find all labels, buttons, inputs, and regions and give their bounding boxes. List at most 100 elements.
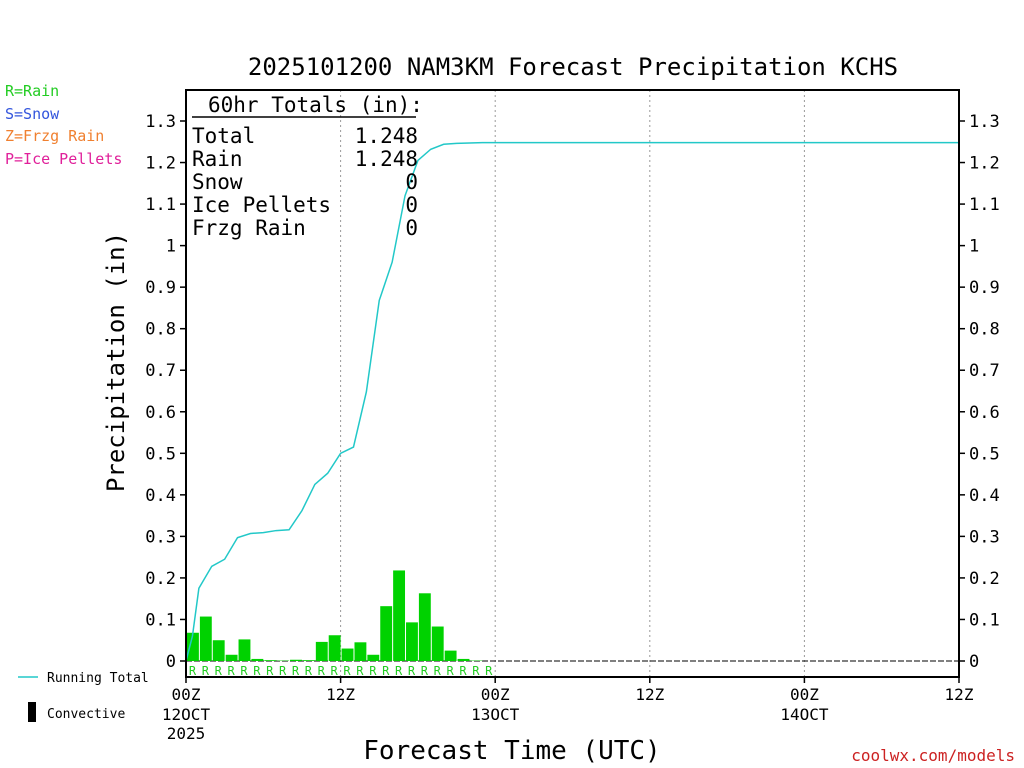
series-legend: Running Total Convective: [18, 671, 149, 722]
x-tick-year-0: 2025: [167, 724, 206, 743]
type-label-hour-4: R: [240, 664, 248, 678]
type-label-hour-21: R: [459, 664, 467, 678]
type-label-hour-8: R: [292, 664, 300, 678]
y-tick-label-left-3: 0.3: [145, 527, 176, 547]
type-label-hour-2: R: [215, 664, 223, 678]
type-label-hour-11: R: [331, 664, 339, 678]
credit-text: coolwx.com/models: [851, 746, 1015, 765]
grid-lines: [186, 90, 959, 677]
precip-bars: [187, 570, 483, 661]
precip-bar-hour-11: [328, 635, 341, 661]
precip-type-legend: R=Rain S=Snow Z=Frzg Rain P=Ice Pellets: [5, 82, 122, 168]
precip-bar-hour-1: [199, 616, 212, 661]
y-tick-label-left-4: 0.4: [145, 486, 176, 506]
precip-bar-hour-14: [367, 654, 380, 661]
x-axis-label: Forecast Time (UTC): [363, 736, 660, 766]
y-tick-label-left-11: 1.1: [145, 195, 176, 215]
precip-bar-hour-0: [187, 632, 199, 661]
y-tick-label-right-4: 0.4: [969, 486, 1000, 506]
type-label-hour-12: R: [343, 664, 351, 678]
x-tick-label-0: 00Z: [172, 685, 201, 704]
precip-bar-hour-8: [290, 659, 302, 661]
type-label-hour-3: R: [227, 664, 235, 678]
y-tick-label-right-3: 0.3: [969, 527, 1000, 547]
y-tick-label-left-9: 0.9: [145, 278, 176, 298]
convective-legend-label: Convective: [47, 707, 125, 722]
totals-value-total: 1.248: [355, 124, 418, 148]
precip-bar-hour-6: [264, 660, 277, 661]
precip-bar-hour-12: [341, 648, 354, 661]
totals-value-snow: 0: [405, 170, 418, 194]
y-tick-label-left-8: 0.8: [145, 320, 176, 340]
y-tick-label-right-1: 0.1: [969, 610, 1000, 630]
y-axis-ticks: 0 00.1 0.10.2 0.20.3 0.30.4 0.40.5 0.50.6 0.60.…: [145, 112, 999, 672]
y-tick-label-right-9: 0.9: [969, 278, 1000, 298]
precip-bar-hour-2: [212, 640, 225, 661]
precip-bar-hour-5: [251, 658, 264, 661]
y-tick-label-right-10: 1: [969, 237, 979, 257]
y-tick-label-left-13: 1.3: [145, 112, 176, 132]
precip-bar-hour-16: [393, 570, 406, 661]
precip-bar-hour-17: [406, 622, 418, 661]
totals-label-rain: Rain: [192, 147, 243, 171]
type-label-hour-6: R: [266, 664, 274, 678]
totals-value-ice-pellets: 0: [405, 193, 418, 217]
y-tick-label-right-0: 0: [969, 652, 979, 672]
x-tick-label-2: 00Z: [481, 685, 510, 704]
totals-value-rain: 1.248: [355, 147, 418, 171]
running-total-legend-label: Running Total: [47, 671, 149, 686]
type-label-hour-23: R: [485, 664, 493, 678]
running-total-line: [185, 141, 959, 662]
precip-bar-hour-4: [238, 639, 251, 661]
type-label-hour-9: R: [305, 664, 313, 678]
precip-bar-hour-20: [444, 650, 457, 661]
precip-bar-hour-21: [457, 658, 470, 661]
totals-label-total: Total: [192, 124, 255, 148]
y-tick-label-left-12: 1.2: [145, 154, 176, 174]
type-label-hour-20: R: [446, 664, 454, 678]
type-label-hour-0: R: [189, 664, 197, 678]
convective-legend-swatch: [28, 702, 36, 722]
totals-box: 60hr Totals (in): Total 1.248 Rain 1.248…: [192, 93, 423, 240]
type-label-hour-18: R: [421, 664, 429, 678]
x-tick-date-4: 14OCT: [780, 705, 829, 724]
legend-snow: S=Snow: [5, 105, 60, 123]
type-label-hour-5: R: [253, 664, 261, 678]
y-tick-label-right-2: 0.2: [969, 569, 1000, 589]
type-label-hour-1: R: [202, 664, 210, 678]
legend-ice-pellets: P=Ice Pellets: [5, 150, 122, 168]
type-label-hour-16: R: [395, 664, 403, 678]
type-label-hour-14: R: [369, 664, 377, 678]
plot-frame: [185, 89, 960, 678]
y-tick-label-right-6: 0.6: [969, 403, 1000, 423]
y-tick-label-right-11: 1.1: [969, 195, 1000, 215]
y-tick-label-right-12: 1.2: [969, 154, 1000, 174]
totals-label-ice-pellets: Ice Pellets: [192, 193, 331, 217]
legend-rain: R=Rain: [5, 82, 59, 100]
type-label-hour-10: R: [318, 664, 326, 678]
x-tick-label-1: 12Z: [326, 685, 355, 704]
precip-bar-hour-3: [225, 654, 238, 661]
type-label-hour-17: R: [408, 664, 416, 678]
x-tick-date-2: 13OCT: [471, 705, 520, 724]
totals-label-frzg-rain: Frzg Rain: [192, 216, 306, 240]
x-tick-label-5: 12Z: [945, 685, 974, 704]
totals-value-frzg-rain: 0: [405, 216, 418, 240]
precip-bar-hour-9: [302, 660, 315, 661]
type-label-hour-22: R: [472, 664, 480, 678]
legend-frzg-rain: Z=Frzg Rain: [5, 127, 104, 145]
x-tick-label-3: 12Z: [635, 685, 664, 704]
x-tick-date-0: 12OCT: [162, 705, 211, 724]
y-tick-label-left-5: 0.5: [145, 444, 176, 464]
running-total-series: [185, 141, 959, 662]
x-tick-label-4: 00Z: [790, 685, 819, 704]
y-tick-label-right-5: 0.5: [969, 444, 1000, 464]
y-tick-label-left-0: 0: [166, 652, 176, 672]
y-tick-label-right-13: 1.3: [969, 112, 1000, 132]
y-axis-label: Precipitation (in): [102, 232, 130, 492]
precip-bar-hour-18: [418, 593, 431, 661]
y-tick-label-left-10: 1: [166, 237, 176, 257]
